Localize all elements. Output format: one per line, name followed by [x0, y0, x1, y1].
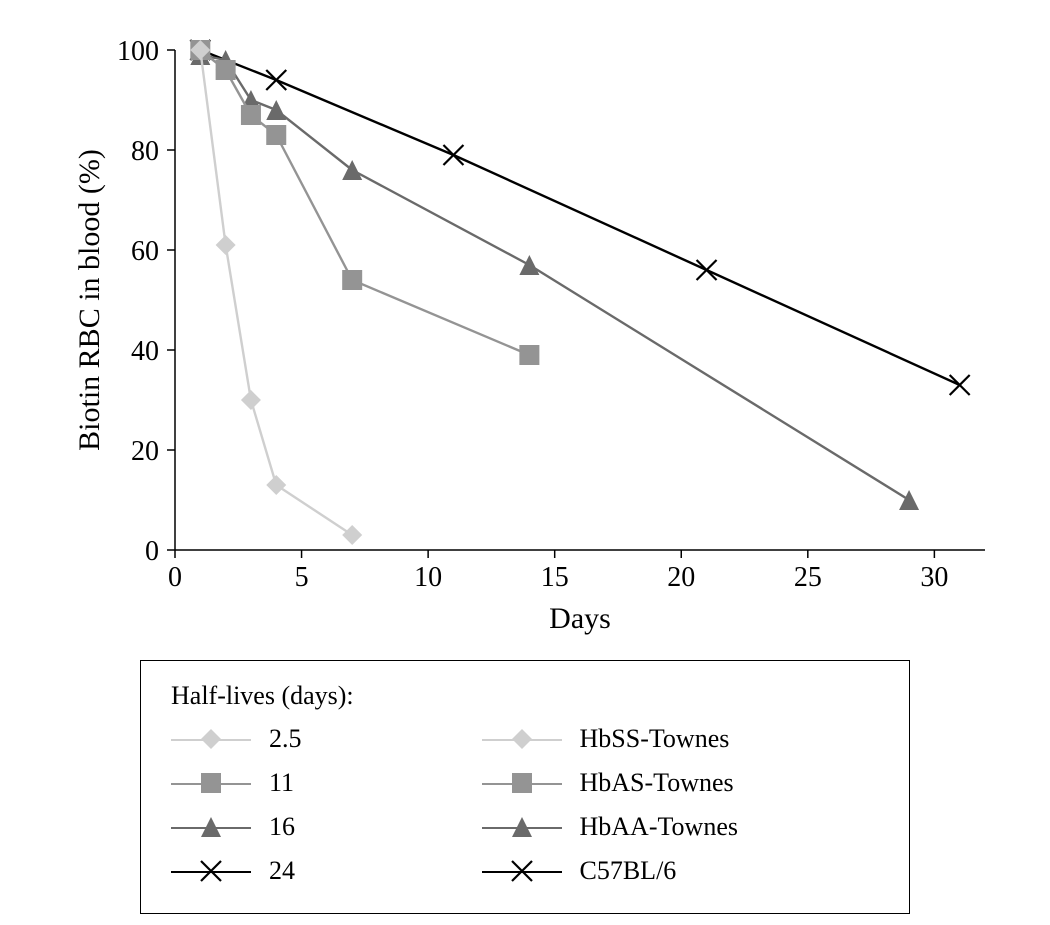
series-marker: [216, 235, 236, 255]
legend-item: C57BL/6: [482, 853, 739, 889]
series-marker: [216, 60, 236, 80]
series-marker: [266, 70, 286, 90]
triangle-icon: [509, 814, 535, 840]
triangle-icon: [198, 814, 224, 840]
legend-label: C57BL/6: [580, 856, 677, 886]
legend-swatch: [171, 724, 251, 754]
series-marker: [266, 475, 286, 495]
svg-text:40: 40: [131, 336, 159, 367]
svg-text:0: 0: [145, 536, 159, 567]
series-marker: [342, 270, 362, 290]
svg-text:20: 20: [667, 562, 695, 593]
svg-text:Days: Days: [549, 602, 611, 635]
svg-text:0: 0: [168, 562, 182, 593]
legend-item: 11: [171, 765, 302, 801]
legend-label: HbAA-Townes: [580, 812, 739, 842]
series-marker: [950, 375, 970, 395]
svg-text:30: 30: [920, 562, 948, 593]
figure-container: 0 5 10 15 20 25 30 0 20 40 60 80 100 Days Biotin RBC i…: [0, 0, 1050, 925]
series-marker: [266, 125, 286, 145]
series-marker: [899, 490, 919, 510]
legend-item: 24: [171, 853, 302, 889]
series-marker: [266, 100, 286, 120]
svg-text:100: 100: [117, 36, 159, 67]
series-line: [200, 55, 909, 500]
series-marker: [241, 390, 261, 410]
square-icon: [509, 770, 535, 796]
legend-label: 24: [269, 856, 295, 886]
legend-swatch: [482, 724, 562, 754]
series-marker: [241, 105, 261, 125]
legend-swatch: [171, 856, 251, 886]
series-line: [200, 50, 352, 535]
legend-label: HbAS-Townes: [580, 768, 734, 798]
svg-text:Biotin RBC in blood (%): Biotin RBC in blood (%): [73, 149, 106, 451]
legend-item: 16: [171, 809, 302, 845]
legend-item: HbAS-Townes: [482, 765, 739, 801]
chart-svg: 0 5 10 15 20 25 30 0 20 40 60 80 100 Days Biotin RBC i…: [40, 20, 1010, 640]
legend-title: Half-lives (days):: [171, 681, 879, 711]
legend-item: HbAA-Townes: [482, 809, 739, 845]
x-icon: [198, 858, 224, 884]
x-icon: [509, 858, 535, 884]
diamond-icon: [509, 726, 535, 752]
svg-text:15: 15: [541, 562, 569, 593]
legend-item: 2.5: [171, 721, 302, 757]
legend-swatch: [482, 856, 562, 886]
svg-text:20: 20: [131, 436, 159, 467]
series-marker: [519, 255, 539, 275]
svg-text:10: 10: [414, 562, 442, 593]
legend-label: 2.5: [269, 724, 302, 754]
legend-label: HbSS-Townes: [580, 724, 730, 754]
legend-box: Half-lives (days): 2.5 11 16 24 HbSS-Townes…: [140, 660, 910, 914]
series-line: [200, 50, 959, 385]
svg-text:80: 80: [131, 136, 159, 167]
diamond-icon: [198, 726, 224, 752]
series-marker: [342, 525, 362, 545]
series-marker: [697, 260, 717, 280]
legend-label: 11: [269, 768, 294, 798]
legend-columns: 2.5 11 16 24 HbSS-Townes HbAS-Townes HbAA-Tow…: [171, 721, 879, 889]
svg-text:60: 60: [131, 236, 159, 267]
legend-swatch: [482, 812, 562, 842]
series-marker: [443, 145, 463, 165]
legend-label: 16: [269, 812, 295, 842]
legend-left-column: 2.5 11 16 24: [171, 721, 302, 889]
legend-swatch: [171, 812, 251, 842]
chart: 0 5 10 15 20 25 30 0 20 40 60 80 100 Days Biotin RBC i…: [40, 20, 1010, 645]
legend-swatch: [171, 768, 251, 798]
svg-text:25: 25: [794, 562, 822, 593]
svg-text:5: 5: [295, 562, 309, 593]
legend-right-column: HbSS-Townes HbAS-Townes HbAA-Townes C57BL/6: [482, 721, 739, 889]
square-icon: [198, 770, 224, 796]
legend-item: HbSS-Townes: [482, 721, 739, 757]
series-marker: [519, 345, 539, 365]
legend-swatch: [482, 768, 562, 798]
